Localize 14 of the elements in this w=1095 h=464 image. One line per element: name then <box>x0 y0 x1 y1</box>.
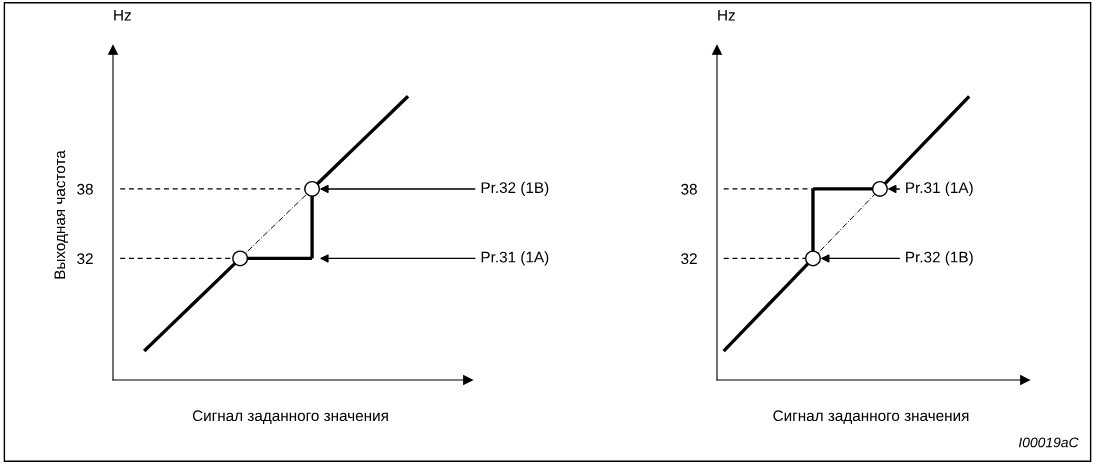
annotation: Pr.31 (1A) <box>906 181 973 197</box>
text: Hz <box>114 9 131 21</box>
y-axis-title: Выходная частота <box>54 150 69 279</box>
y-tick-label: 32 <box>681 253 697 265</box>
x-axis-title: Сигнал заданного значения <box>773 410 969 424</box>
y-tick-label: 32 <box>77 253 93 265</box>
text: Pr.32 (1B) <box>481 181 549 197</box>
annotation: Pr.32 (1B) <box>906 251 973 266</box>
x-axis-title: Сигнал заданного значения <box>192 410 388 424</box>
text: I00019aC <box>1018 437 1079 448</box>
y-tick-label: 38 <box>681 183 697 195</box>
text: Pr.31 (1A) <box>481 251 549 266</box>
y-tick-label: 38 <box>77 183 93 195</box>
text: Hz <box>718 9 735 21</box>
